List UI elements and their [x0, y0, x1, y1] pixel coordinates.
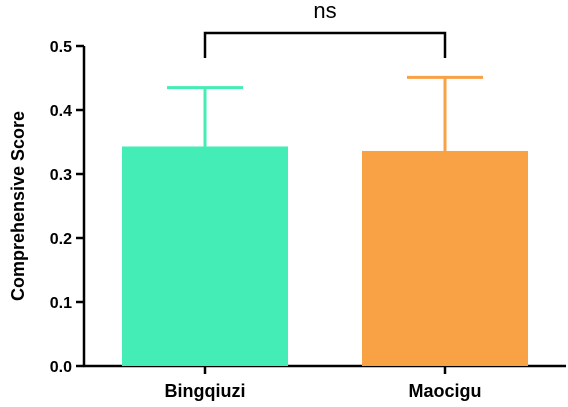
significance-bracket: ns: [203, 0, 447, 58]
y-tick-label: 0.1: [50, 295, 72, 312]
y-ticks: 0.0 0.1 0.2 0.3 0.4 0.5: [50, 39, 84, 376]
bar: [122, 146, 288, 366]
x-tick-label: Maocigu: [408, 381, 481, 401]
bar: [362, 150, 528, 366]
x-ticks: Bingqiuzi Maocigu: [165, 366, 482, 401]
significance-bracket-line: [203, 31, 447, 58]
bars: [122, 146, 528, 366]
error-bars: [167, 75, 483, 151]
y-tick-label: 0.0: [50, 359, 72, 376]
y-axis: 0.0 0.1 0.2 0.3 0.4 0.5: [50, 39, 86, 376]
y-tick-label: 0.3: [50, 167, 72, 184]
significance-label: ns: [313, 0, 336, 23]
y-tick-label: 0.2: [50, 231, 72, 248]
x-tick-label: Bingqiuzi: [165, 381, 246, 401]
y-axis-title: Comprehensive Score: [8, 111, 28, 301]
y-tick-label: 0.5: [50, 39, 72, 56]
y-tick-label: 0.4: [50, 103, 72, 120]
x-axis: Bingqiuzi Maocigu: [83, 364, 566, 401]
